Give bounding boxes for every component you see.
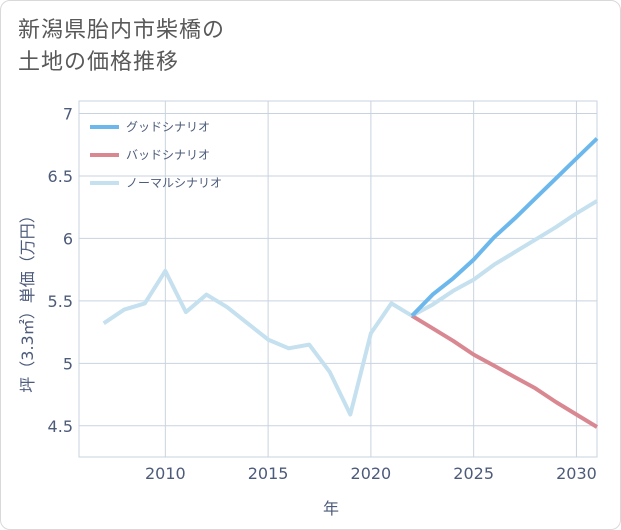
legend-label: バッドシナリオ bbox=[126, 148, 210, 162]
chart-title-line-1: 新潟県胎内市柴橋の bbox=[18, 18, 226, 43]
good-scenario-line bbox=[410, 137, 599, 318]
x-axis-title: 年 bbox=[323, 499, 339, 518]
plot-frame bbox=[78, 100, 598, 458]
x-tick-label: 2025 bbox=[453, 464, 494, 483]
chart-title-line-2: 土地の価格推移 bbox=[18, 50, 180, 75]
y-tick-label: 4.5 bbox=[48, 417, 73, 436]
x-tick-label: 2030 bbox=[556, 464, 597, 483]
bad-scenario-line bbox=[410, 314, 599, 429]
legend-bad-scenario: バッドシナリオ bbox=[90, 148, 210, 162]
y-axis-ticks: 4.5 5 5.5 6 6.5 7 bbox=[48, 104, 73, 435]
x-axis-ticks: 2010 2015 2020 2025 2030 bbox=[145, 464, 597, 483]
legend-good-scenario: グッドシナリオ bbox=[90, 120, 210, 134]
y-tick-label: 7 bbox=[63, 104, 73, 123]
legend-label: ノーマルシナリオ bbox=[126, 176, 222, 190]
x-tick-label: 2020 bbox=[351, 464, 392, 483]
chart-title: 新潟県胎内市柴橋の 土地の価格推移 bbox=[18, 15, 225, 79]
x-tick-label: 2015 bbox=[248, 464, 289, 483]
y-tick-label: 5 bbox=[63, 354, 73, 373]
series-lines bbox=[102, 137, 599, 429]
x-tick-label: 2010 bbox=[145, 464, 186, 483]
legend-normal-scenario: ノーマルシナリオ bbox=[90, 176, 222, 190]
y-tick-label: 6 bbox=[63, 229, 73, 248]
y-tick-label: 6.5 bbox=[48, 167, 73, 186]
y-tick-label: 5.5 bbox=[48, 292, 73, 311]
y-axis-title: 坪（3.3㎡）単価（万円） bbox=[18, 207, 37, 392]
legend-label: グッドシナリオ bbox=[126, 120, 210, 134]
normal-scenario-line bbox=[102, 199, 599, 417]
